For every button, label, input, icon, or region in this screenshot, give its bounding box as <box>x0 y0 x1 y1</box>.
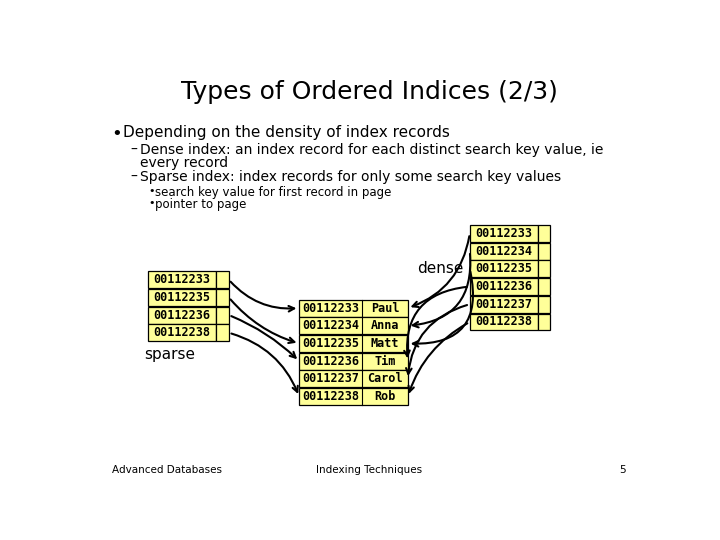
FancyBboxPatch shape <box>216 289 229 306</box>
Text: 00112233: 00112233 <box>302 302 359 315</box>
FancyBboxPatch shape <box>300 318 408 334</box>
Text: 00112237: 00112237 <box>475 298 532 311</box>
FancyBboxPatch shape <box>300 370 408 387</box>
FancyBboxPatch shape <box>300 335 408 352</box>
FancyBboxPatch shape <box>469 225 538 242</box>
FancyBboxPatch shape <box>148 289 216 306</box>
Text: •: • <box>148 198 155 208</box>
Text: search key value for first record in page: search key value for first record in pag… <box>155 186 392 199</box>
FancyBboxPatch shape <box>538 225 550 242</box>
Text: 00112236: 00112236 <box>302 355 359 368</box>
Text: Tim: Tim <box>374 355 396 368</box>
Text: 00112238: 00112238 <box>475 315 532 328</box>
Text: 00112235: 00112235 <box>302 337 359 350</box>
Text: •: • <box>148 186 155 197</box>
FancyBboxPatch shape <box>469 242 538 260</box>
FancyBboxPatch shape <box>148 271 216 288</box>
Text: 00112237: 00112237 <box>302 373 359 386</box>
FancyBboxPatch shape <box>469 314 538 330</box>
FancyBboxPatch shape <box>469 260 538 278</box>
Text: Indexing Techniques: Indexing Techniques <box>316 465 422 475</box>
FancyBboxPatch shape <box>300 388 408 405</box>
Text: 00112235: 00112235 <box>154 291 211 304</box>
Text: Carol: Carol <box>367 373 402 386</box>
FancyBboxPatch shape <box>538 296 550 313</box>
Text: Matt: Matt <box>371 337 399 350</box>
FancyBboxPatch shape <box>469 278 538 295</box>
Text: every record: every record <box>140 156 228 170</box>
FancyBboxPatch shape <box>216 307 229 323</box>
Text: 00112238: 00112238 <box>302 390 359 403</box>
Text: Rob: Rob <box>374 390 396 403</box>
Text: Advanced Databases: Advanced Databases <box>112 465 222 475</box>
Text: Sparse index: index records for only some search key values: Sparse index: index records for only som… <box>140 170 561 184</box>
FancyBboxPatch shape <box>300 353 408 370</box>
FancyBboxPatch shape <box>538 278 550 295</box>
FancyBboxPatch shape <box>538 242 550 260</box>
Text: 00112233: 00112233 <box>475 227 532 240</box>
Text: 5: 5 <box>620 465 626 475</box>
Text: pointer to page: pointer to page <box>155 198 246 211</box>
Text: 00112233: 00112233 <box>154 273 211 286</box>
FancyBboxPatch shape <box>538 314 550 330</box>
Text: –: – <box>130 143 138 157</box>
Text: –: – <box>130 170 138 184</box>
Text: dense: dense <box>417 261 464 276</box>
FancyBboxPatch shape <box>538 260 550 278</box>
Text: 00112234: 00112234 <box>475 245 532 258</box>
FancyBboxPatch shape <box>148 325 216 341</box>
Text: Anna: Anna <box>371 319 399 332</box>
Text: 00112235: 00112235 <box>475 262 532 275</box>
FancyBboxPatch shape <box>216 325 229 341</box>
Text: •: • <box>112 125 122 143</box>
Text: 00112236: 00112236 <box>475 280 532 293</box>
FancyBboxPatch shape <box>148 307 216 323</box>
FancyBboxPatch shape <box>469 296 538 313</box>
Text: 00112236: 00112236 <box>154 308 211 321</box>
Text: Depending on the density of index records: Depending on the density of index record… <box>122 125 449 140</box>
Text: Paul: Paul <box>371 302 399 315</box>
Text: Dense index: an index record for each distinct search key value, ie: Dense index: an index record for each di… <box>140 143 603 157</box>
FancyBboxPatch shape <box>216 271 229 288</box>
Text: 00112238: 00112238 <box>154 326 211 339</box>
Text: 00112234: 00112234 <box>302 319 359 332</box>
FancyBboxPatch shape <box>300 300 408 316</box>
Text: sparse: sparse <box>144 347 195 362</box>
Text: Types of Ordered Indices (2/3): Types of Ordered Indices (2/3) <box>181 80 557 104</box>
